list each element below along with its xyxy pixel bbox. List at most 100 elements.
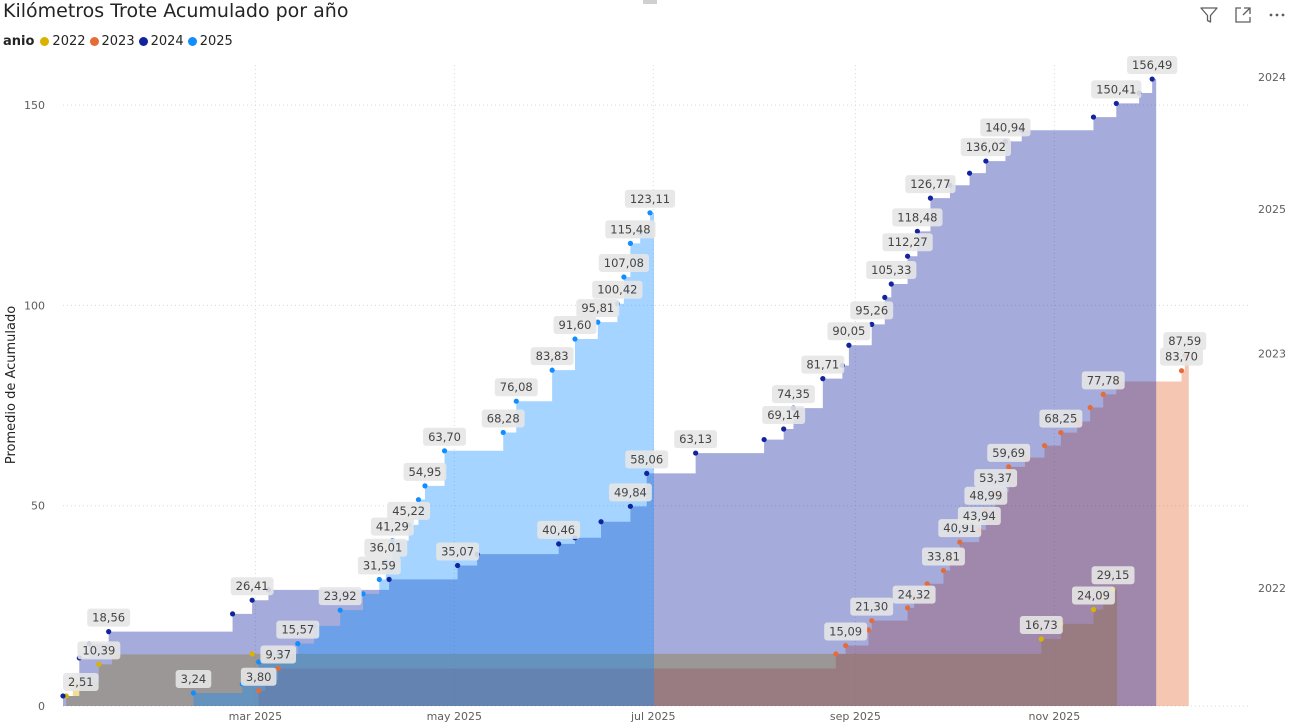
y-axis: 0 50 100 150 — [24, 99, 45, 713]
point-2025[interactable] — [627, 240, 634, 246]
area-series-2024[interactable] — [63, 79, 1157, 706]
point-2025[interactable] — [572, 336, 578, 342]
point-2023[interactable] — [275, 665, 281, 672]
area-series-2025[interactable] — [193, 212, 654, 706]
point-2023[interactable] — [940, 567, 947, 574]
data-label: 58,06 — [630, 452, 663, 466]
point-2024[interactable] — [229, 611, 236, 617]
point-2024[interactable] — [644, 470, 650, 476]
legend-marker-2025 — [187, 37, 197, 46]
data-label: 87,59 — [1168, 334, 1201, 348]
point-2025[interactable] — [256, 659, 262, 665]
point-2023[interactable] — [1100, 391, 1106, 397]
point-2024[interactable] — [927, 195, 934, 201]
point-2024[interactable] — [761, 436, 767, 443]
data-label-box — [598, 254, 650, 273]
point-2025[interactable] — [337, 607, 343, 613]
point-2023[interactable] — [865, 627, 872, 633]
point-2025[interactable] — [441, 448, 448, 454]
point-2023[interactable] — [1006, 464, 1012, 470]
x-tick-label: nov 2025 — [1028, 710, 1080, 723]
point-2024[interactable] — [1113, 100, 1119, 107]
point-2024[interactable] — [888, 281, 894, 287]
series-areas — [63, 79, 1189, 706]
legend: anio 2022 2023 2024 2025 — [3, 34, 237, 49]
point-2023[interactable] — [256, 688, 262, 694]
point-2024[interactable] — [966, 170, 973, 176]
x-axis: mar 2025 may 2025 jul 2025 sep 2025 nov 2025 — [229, 710, 1081, 723]
point-2022[interactable] — [96, 661, 102, 667]
point-2025[interactable] — [376, 576, 382, 583]
point-2024[interactable] — [846, 342, 852, 348]
point-2025[interactable] — [422, 483, 428, 489]
point-2025[interactable] — [360, 591, 366, 597]
point-2023[interactable] — [904, 605, 911, 611]
point-2025[interactable] — [621, 274, 627, 280]
legend-item-2024[interactable]: 2024 — [138, 34, 184, 49]
data-label-box — [605, 220, 656, 239]
legend-item-2023[interactable]: 2023 — [89, 34, 135, 49]
point-2023[interactable] — [1041, 442, 1048, 449]
point-2024[interactable] — [904, 253, 911, 259]
point-2024[interactable] — [869, 321, 875, 327]
legend-label-2025: 2025 — [199, 34, 233, 49]
point-2025[interactable] — [415, 497, 422, 503]
point-2023[interactable] — [1087, 404, 1093, 411]
point-2024[interactable] — [781, 426, 787, 432]
legend-item-2025[interactable]: 2025 — [187, 34, 233, 49]
point-2023[interactable] — [843, 642, 849, 649]
point-2025[interactable] — [549, 367, 555, 373]
point-2024[interactable] — [386, 576, 392, 583]
point-2024[interactable] — [1149, 76, 1155, 82]
point-2024[interactable] — [1090, 114, 1097, 120]
point-2025[interactable] — [500, 429, 506, 436]
point-2023[interactable] — [957, 539, 963, 545]
focus-mode-icon[interactable] — [1232, 4, 1254, 26]
point-2022[interactable] — [249, 651, 255, 657]
data-label: 91,60 — [559, 318, 592, 332]
data-label: 33,81 — [927, 550, 960, 564]
point-2024[interactable] — [914, 228, 920, 234]
data-label-box — [980, 118, 1031, 137]
point-2024[interactable] — [60, 693, 66, 699]
point-2025[interactable] — [647, 210, 653, 216]
point-2022[interactable] — [1038, 636, 1044, 642]
point-2025[interactable] — [513, 398, 519, 404]
point-2025[interactable] — [595, 319, 601, 325]
point-2023[interactable] — [833, 651, 839, 657]
more-options-icon[interactable] — [1266, 4, 1288, 26]
legend-item-2022[interactable]: 2022 — [40, 34, 86, 49]
point-2022[interactable] — [1090, 606, 1097, 613]
point-2024[interactable] — [820, 376, 826, 382]
data-label: 31,59 — [363, 558, 396, 572]
data-label: 63,70 — [428, 430, 461, 444]
data-label-box — [1127, 56, 1178, 75]
data-label: 41,29 — [376, 520, 409, 534]
data-label: 63,13 — [679, 432, 712, 446]
point-2024[interactable] — [983, 158, 989, 164]
point-2024[interactable] — [882, 294, 888, 300]
point-2023[interactable] — [924, 581, 930, 587]
point-2024[interactable] — [106, 629, 112, 635]
point-2024[interactable] — [454, 562, 461, 569]
area-series-2022[interactable] — [66, 589, 1118, 706]
point-2025[interactable] — [295, 641, 301, 647]
point-2023[interactable] — [1178, 368, 1185, 374]
area-series-2023[interactable] — [258, 355, 1189, 706]
point-2024[interactable] — [598, 519, 604, 525]
data-label: 3,80 — [246, 670, 272, 684]
point-2025[interactable] — [190, 690, 197, 696]
point-2024[interactable] — [627, 503, 634, 509]
data-label-box — [827, 322, 871, 341]
data-label: 77,78 — [1087, 373, 1120, 387]
data-label-box — [530, 347, 574, 366]
point-2024[interactable] — [249, 597, 255, 603]
data-label: 74,35 — [777, 387, 810, 401]
drag-handle[interactable] — [643, 0, 657, 4]
point-2024[interactable] — [693, 450, 699, 456]
point-2023[interactable] — [869, 618, 875, 624]
point-2023[interactable] — [1058, 429, 1064, 436]
point-2024[interactable] — [556, 541, 562, 547]
data-label: 69,14 — [767, 408, 800, 422]
filter-icon[interactable] — [1198, 4, 1220, 26]
